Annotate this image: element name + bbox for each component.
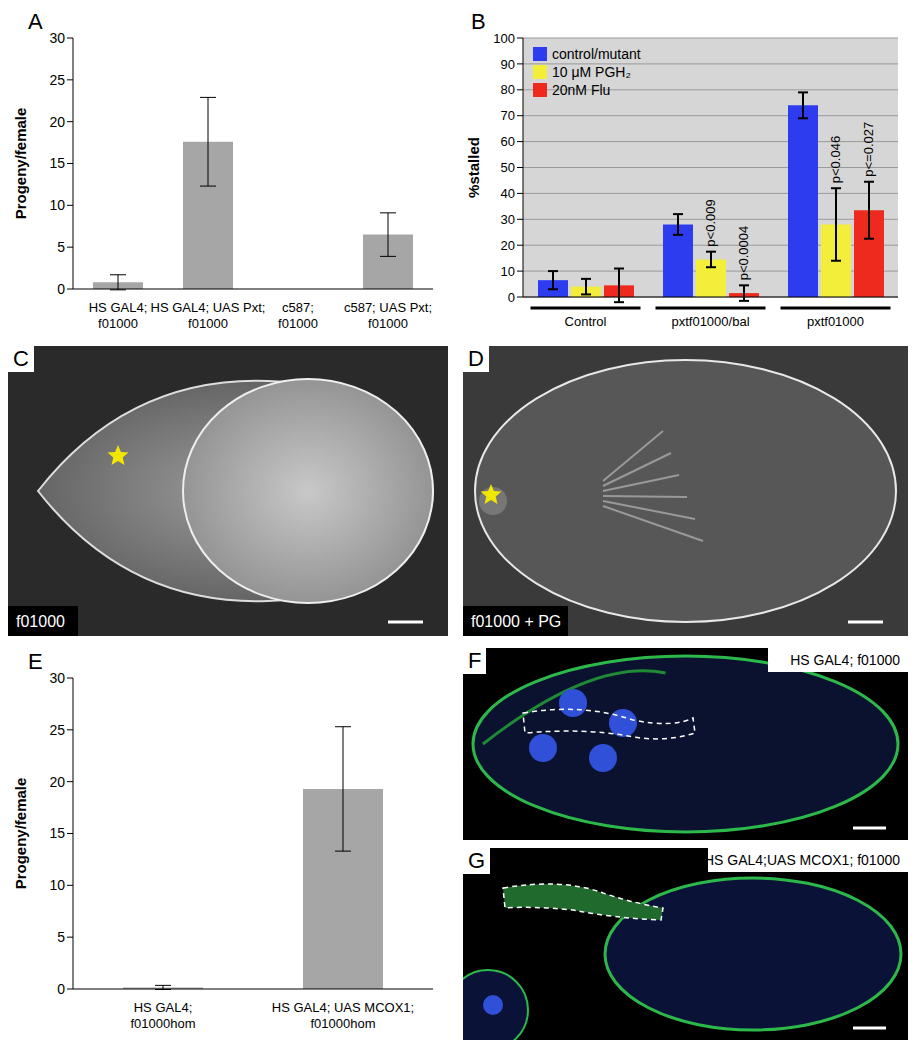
svg-text:0: 0 <box>57 281 65 297</box>
svg-text:p<0.0004: p<0.0004 <box>737 226 752 281</box>
svg-text:15: 15 <box>49 155 65 171</box>
svg-text:10: 10 <box>49 197 65 213</box>
html-text:20nM Flu: 20nM Flu <box>552 82 611 98</box>
svg-text:15: 15 <box>49 825 65 841</box>
svg-text:100: 100 <box>493 31 515 46</box>
html-text:10 μM PGH₂: 10 μM PGH₂ <box>552 64 631 80</box>
svg-text:HS GAL4; f01000: HS GAL4; f01000 <box>790 652 900 668</box>
svg-text:pxtf01000: pxtf01000 <box>807 314 864 329</box>
svg-text:60: 60 <box>501 134 515 149</box>
html-text:G: G <box>468 848 486 873</box>
svg-text:Progeny/female: Progeny/female <box>12 108 29 220</box>
html-text:A: A <box>28 9 43 34</box>
svg-text:20: 20 <box>49 114 65 130</box>
svg-text:HS GAL4;f01000hom: HS GAL4;f01000hom <box>130 1000 195 1031</box>
svg-text:c587;f01000: c587;f01000 <box>278 300 318 331</box>
svg-text:70: 70 <box>501 108 515 123</box>
svg-text:pxtf01000/bal: pxtf01000/bal <box>671 314 749 329</box>
svg-text:p<0.046: p<0.046 <box>829 136 844 183</box>
svg-text:c587; UAS Pxt;f01000: c587; UAS Pxt;f01000 <box>344 300 432 331</box>
svg-text:5: 5 <box>57 929 65 945</box>
html-text:F: F <box>468 648 482 673</box>
svg-text:90: 90 <box>501 57 515 72</box>
svg-text:40: 40 <box>501 186 515 201</box>
svg-text:HS GAL4; UAS Pxt;f01000: HS GAL4; UAS Pxt;f01000 <box>151 300 266 331</box>
svg-text:50: 50 <box>501 160 515 175</box>
html-text:B: B <box>471 9 486 34</box>
svg-text:5: 5 <box>57 239 65 255</box>
svg-text:10: 10 <box>501 264 515 279</box>
svg-text:10: 10 <box>49 877 65 893</box>
svg-text:25: 25 <box>49 722 65 738</box>
svg-text:30: 30 <box>49 30 65 46</box>
svg-text:f01000: f01000 <box>16 613 65 630</box>
html-text:D: D <box>468 346 484 371</box>
svg-text:p<=0.027: p<=0.027 <box>862 122 877 177</box>
svg-text:0: 0 <box>57 981 65 997</box>
svg-text:20: 20 <box>501 238 515 253</box>
svg-text:HS GAL4; UAS MCOX1;f01000hom: HS GAL4; UAS MCOX1;f01000hom <box>272 1000 414 1031</box>
svg-text:%stalled: %stalled <box>465 137 482 198</box>
svg-text:20: 20 <box>49 774 65 790</box>
svg-text:30: 30 <box>501 212 515 227</box>
svg-text:Progeny/female: Progeny/female <box>12 778 29 890</box>
svg-text:f01000 + PG: f01000 + PG <box>471 613 561 630</box>
svg-text:p<0.009: p<0.009 <box>704 199 719 246</box>
svg-text:Control: Control <box>565 314 607 329</box>
svg-text:80: 80 <box>501 82 515 97</box>
svg-text:HS GAL4;f01000: HS GAL4;f01000 <box>89 300 148 331</box>
svg-text:HS GAL4;UAS MCOX1; f01000: HS GAL4;UAS MCOX1; f01000 <box>704 852 900 868</box>
svg-text:0: 0 <box>508 290 515 305</box>
html-text:C: C <box>13 346 29 371</box>
svg-text:25: 25 <box>49 72 65 88</box>
svg-text:30: 30 <box>49 670 65 686</box>
html-text:control/mutant: control/mutant <box>552 46 641 62</box>
html-text:E: E <box>28 649 43 674</box>
